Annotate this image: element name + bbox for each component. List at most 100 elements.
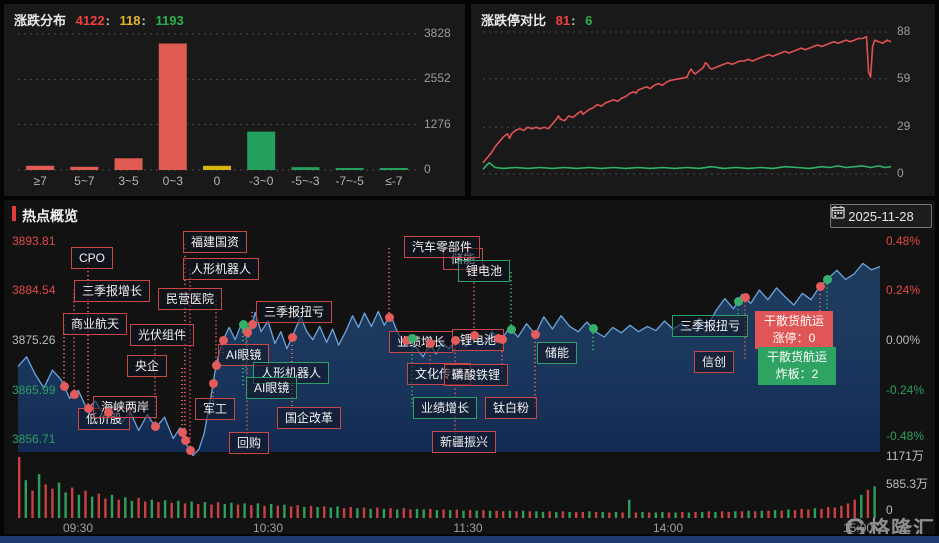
down-count: 1193 bbox=[155, 13, 184, 28]
event-label[interactable]: 民营医院 bbox=[158, 288, 223, 310]
event-dot bbox=[407, 333, 417, 343]
price-axis-label: 3856.71 bbox=[12, 432, 56, 446]
y-tick-label: 3828 bbox=[424, 26, 451, 40]
event-dot bbox=[497, 334, 507, 344]
event-dot bbox=[242, 328, 252, 338]
x-category-label: ≥7 bbox=[33, 174, 47, 188]
tooltip-line: 干散货航运 bbox=[767, 350, 828, 364]
percent-axis-label: 0.00% bbox=[886, 333, 921, 347]
price-axis-label: 3865.99 bbox=[12, 383, 56, 397]
event-label[interactable]: 汽车零部件 bbox=[404, 236, 481, 258]
bottom-blue-strip bbox=[0, 536, 939, 543]
event-dot bbox=[103, 407, 113, 417]
event-label[interactable]: 三季报增长 bbox=[74, 280, 151, 302]
y-tick-label: 59 bbox=[897, 70, 911, 85]
distribution-title: 涨跌分布 bbox=[14, 13, 67, 28]
tooltip-line: 涨停：0 bbox=[772, 331, 816, 345]
limit-up-count: 81 bbox=[555, 13, 571, 28]
time-axis-label: 11:30 bbox=[453, 521, 483, 534]
time-axis-label: 09:30 bbox=[62, 521, 94, 534]
event-label[interactable]: 信创 bbox=[694, 351, 735, 373]
event-dot bbox=[815, 281, 825, 291]
event-label[interactable]: 新疆振兴 bbox=[432, 431, 497, 453]
event-label[interactable]: 钛白粉 bbox=[485, 397, 538, 419]
limit-compare-title: 涨跌停对比 bbox=[481, 13, 547, 28]
percent-axis-label: 585.3万 bbox=[886, 477, 929, 491]
event-label[interactable]: 军工 bbox=[195, 398, 236, 420]
limit-tooltip[interactable]: 干散货航运炸板：2 bbox=[758, 347, 837, 385]
event-label[interactable]: 海峡两岸 bbox=[93, 396, 158, 418]
time-axis-label: 15:00 bbox=[842, 521, 874, 534]
panel-distribution: 涨跌分布 4122: 118: 1193 3828 2552 1276 0 ≥7 5~7 3… bbox=[4, 4, 465, 196]
event-label[interactable]: 回购 bbox=[229, 432, 270, 454]
y-tick-label: 1276 bbox=[424, 116, 451, 131]
event-label[interactable]: 人形机器人 bbox=[183, 258, 260, 280]
x-category-label: ≤-7 bbox=[385, 174, 403, 188]
event-dot bbox=[247, 320, 257, 330]
event-dot bbox=[69, 389, 79, 399]
event-dot bbox=[469, 331, 479, 341]
date-picker[interactable]: 2025-11-28 bbox=[830, 204, 932, 228]
tooltip-line: 炸板：2 bbox=[775, 367, 819, 381]
x-category-label: 0 bbox=[213, 174, 221, 188]
event-dot bbox=[740, 292, 750, 302]
event-label[interactable]: 商业航天 bbox=[63, 313, 128, 335]
calendar-icon bbox=[831, 206, 845, 219]
event-label[interactable]: 央企 bbox=[127, 355, 168, 377]
event-dot bbox=[425, 339, 435, 349]
event-label[interactable]: 锂电池 bbox=[452, 329, 505, 351]
event-label[interactable]: AI眼镜 bbox=[246, 377, 298, 399]
event-dot bbox=[401, 336, 411, 346]
x-category-label: -3~0 bbox=[249, 174, 274, 188]
percent-axis-label: 0.24% bbox=[886, 283, 921, 297]
distribution-header: 涨跌分布 4122: 118: 1193 bbox=[14, 10, 184, 29]
event-label[interactable]: 福建国资 bbox=[183, 231, 248, 253]
event-label[interactable]: 三季报扭亏 bbox=[672, 315, 749, 337]
separator: : bbox=[141, 13, 146, 28]
time-axis-label: 14:00 bbox=[652, 521, 684, 534]
limit-compare-line-chart bbox=[482, 31, 892, 175]
event-label[interactable]: CPO bbox=[71, 247, 114, 269]
flat-count: 118 bbox=[119, 13, 141, 28]
event-dot bbox=[180, 436, 190, 446]
distribution-bar-chart bbox=[18, 33, 416, 171]
event-label[interactable]: 国企改革 bbox=[277, 407, 342, 429]
event-dot bbox=[588, 324, 598, 334]
event-label[interactable]: 三季报扭亏 bbox=[256, 301, 333, 323]
limit-down-count: 6 bbox=[585, 13, 593, 28]
event-dot bbox=[177, 428, 187, 438]
price-axis-label: 3893.81 bbox=[12, 234, 56, 248]
event-label[interactable]: AI眼镜 bbox=[218, 344, 270, 366]
gelonghui-watermark: G 格隆汇 bbox=[844, 513, 935, 535]
event-label[interactable]: 磷酸铁锂 bbox=[444, 364, 509, 386]
x-category-label: -5~-3 bbox=[291, 174, 320, 188]
percent-axis-label: -0.48% bbox=[886, 429, 925, 443]
event-dot bbox=[506, 324, 516, 334]
event-label[interactable]: 储能 bbox=[537, 342, 578, 364]
x-category-label: 5~7 bbox=[74, 174, 95, 188]
limit-compare-header: 涨跌停对比 81: 6 bbox=[481, 10, 592, 29]
y-tick-label: 0 bbox=[897, 166, 904, 180]
event-dot bbox=[208, 379, 218, 389]
gelonghui-logo-text: 格隆汇 bbox=[869, 518, 935, 534]
event-label[interactable]: 光伏组件 bbox=[130, 324, 195, 346]
x-category-label: -7~-5 bbox=[335, 174, 364, 188]
x-category-label: 0~3 bbox=[162, 174, 183, 188]
y-tick-label: 0 bbox=[424, 162, 431, 176]
event-label[interactable]: 锂电池 bbox=[458, 260, 511, 282]
tooltip-line: 干散货航运 bbox=[764, 314, 825, 328]
event-label[interactable]: 业绩增长 bbox=[413, 397, 478, 419]
limit-tooltip[interactable]: 干散货航运涨停：0 bbox=[755, 311, 834, 349]
event-dot bbox=[83, 403, 93, 413]
gelonghui-logo-icon: G bbox=[844, 513, 867, 535]
event-dot bbox=[733, 296, 743, 306]
x-category-label: 3~5 bbox=[118, 174, 139, 188]
date-value: 2025-11-28 bbox=[848, 208, 914, 224]
event-label[interactable]: 业绩增长 bbox=[389, 331, 454, 353]
percent-axis-label: 1171万 bbox=[886, 449, 924, 463]
hotspot-title: 热点概览 bbox=[22, 208, 78, 224]
event-dot bbox=[238, 319, 248, 329]
y-tick-label: 88 bbox=[897, 24, 911, 38]
event-dot bbox=[185, 445, 195, 455]
